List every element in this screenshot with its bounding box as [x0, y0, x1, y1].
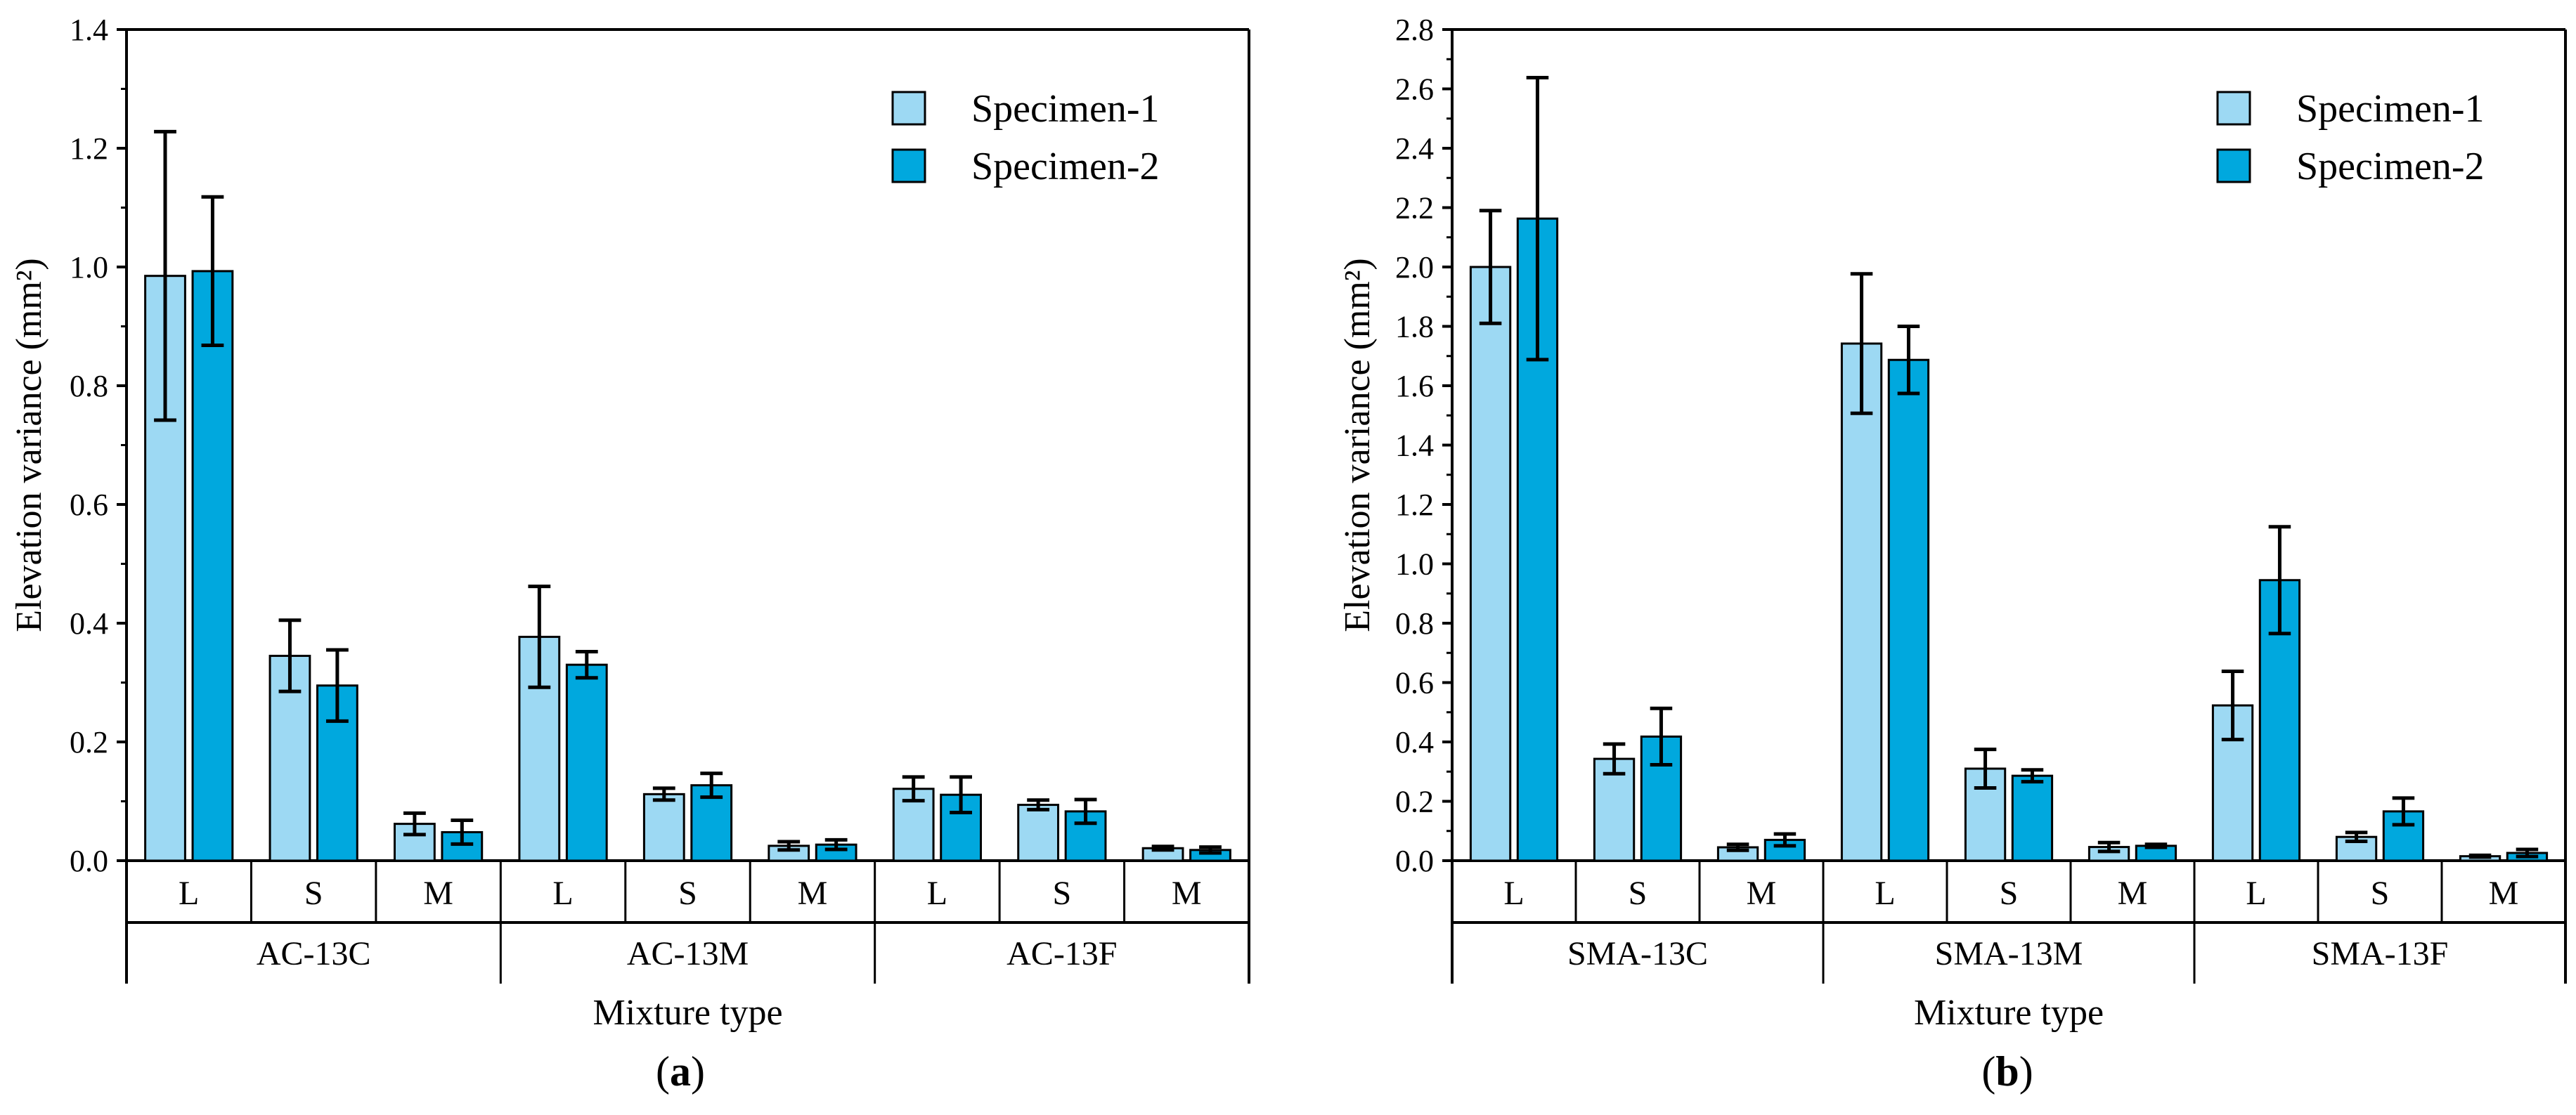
y-tick-label: 1.0 [70, 250, 108, 285]
bar-1-l [1469, 266, 1512, 862]
x-axis-title: Mixture type [1914, 993, 2104, 1033]
y-tick-label: 1.4 [1395, 429, 1434, 463]
y-tick-label: 0.8 [1395, 606, 1434, 641]
y-tick-label: 0.4 [1395, 725, 1434, 759]
group-label: AC-13C [257, 935, 371, 972]
bar-1-l [1840, 342, 1883, 862]
panel-label-letter: b [1995, 1048, 2019, 1095]
group-label: SMA-13M [1935, 935, 2083, 972]
bar-1-l [518, 635, 561, 862]
y-tick-label: 0.8 [70, 369, 108, 403]
category-label: S [2000, 875, 2019, 912]
legend-swatch [891, 91, 926, 126]
panel-label-close: ) [2019, 1048, 2033, 1095]
panel-label-open: ( [656, 1048, 670, 1095]
y-tick-label: 1.4 [70, 13, 108, 47]
x-axis-title: Mixture type [593, 993, 782, 1033]
bar-2-s [2011, 774, 2054, 862]
category-label: M [1172, 875, 1202, 912]
y-tick-label: 2.0 [1395, 250, 1434, 285]
legend-swatch [2216, 148, 2251, 183]
panel-label-open: ( [1981, 1048, 1995, 1095]
bar-1-s [1017, 804, 1060, 862]
legend-label: Specimen-2 [971, 145, 1159, 188]
y-tick-label: 0.0 [70, 844, 108, 878]
group-label: AC-13F [1007, 935, 1117, 972]
y-axis-title: Elevation variance (mm²) [9, 258, 49, 632]
y-tick-label: 2.4 [1395, 131, 1434, 166]
legend-swatch [2216, 91, 2251, 126]
group-label: AC-13M [627, 935, 749, 972]
y-axis-title: Elevation variance (mm²) [1338, 258, 1378, 632]
y-tick-label: 1.2 [70, 131, 108, 166]
category-label: L [2246, 875, 2266, 912]
category-label: L [552, 875, 573, 912]
category-label: L [1503, 875, 1524, 912]
category-label: S [304, 875, 323, 912]
y-tick-label: 0.0 [1395, 844, 1434, 878]
y-tick-label: 1.6 [1395, 369, 1434, 403]
category-label: M [423, 875, 453, 912]
y-tick-label: 2.8 [1395, 13, 1434, 47]
category-label: M [2118, 875, 2148, 912]
y-tick-label: 0.2 [70, 725, 108, 759]
category-label: M [1747, 875, 1777, 912]
y-tick-label: 0.2 [1395, 785, 1434, 819]
category-label: M [798, 875, 828, 912]
panel-label: (b) [1981, 1048, 2033, 1095]
group-label: SMA-13C [1567, 935, 1708, 972]
y-tick-label: 0.6 [1395, 666, 1434, 700]
legend-label: Specimen-2 [2296, 145, 2484, 188]
category-label: S [1052, 875, 1071, 912]
bar-2-l [565, 663, 608, 862]
category-label: L [179, 875, 199, 912]
legend-swatch [891, 148, 926, 183]
category-label: L [927, 875, 947, 912]
bar-1-l [2211, 704, 2254, 862]
legend-label: Specimen-1 [2296, 87, 2484, 131]
chart-panel-a: 0.0 0.2 0.4 0.6 0.8 1.0 1.2 1.4 L S M L S M L S M AC-13C A… [9, 13, 1250, 1095]
bar-2-l [191, 270, 234, 862]
panel-label-close: ) [691, 1048, 705, 1095]
category-label: S [678, 875, 697, 912]
y-tick-label: 1.0 [1395, 547, 1434, 582]
bar-2-l [1887, 358, 1930, 862]
category-label: L [1875, 875, 1895, 912]
chart-panel-b: 0.0 0.2 0.4 0.6 0.8 1.0 1.2 1.4 1.6 1.8 2.0 2.2 2.4 2… [1338, 13, 2567, 1095]
panel-label-letter: a [670, 1048, 691, 1095]
bar-1-s [1593, 757, 1636, 862]
bar-1-s [642, 793, 685, 862]
category-label: S [1629, 875, 1648, 912]
legend-label: Specimen-1 [971, 87, 1159, 131]
category-label: S [2371, 875, 2390, 912]
panel-label: (a) [656, 1048, 705, 1095]
y-tick-label: 0.4 [70, 606, 108, 641]
y-tick-label: 2.2 [1395, 191, 1434, 226]
y-tick-label: 1.2 [1395, 488, 1434, 522]
y-tick-label: 1.8 [1395, 310, 1434, 344]
category-label: M [2489, 875, 2519, 912]
group-label: SMA-13F [2312, 935, 2449, 972]
y-tick-label: 0.6 [70, 488, 108, 522]
y-tick-label: 2.6 [1395, 72, 1434, 107]
